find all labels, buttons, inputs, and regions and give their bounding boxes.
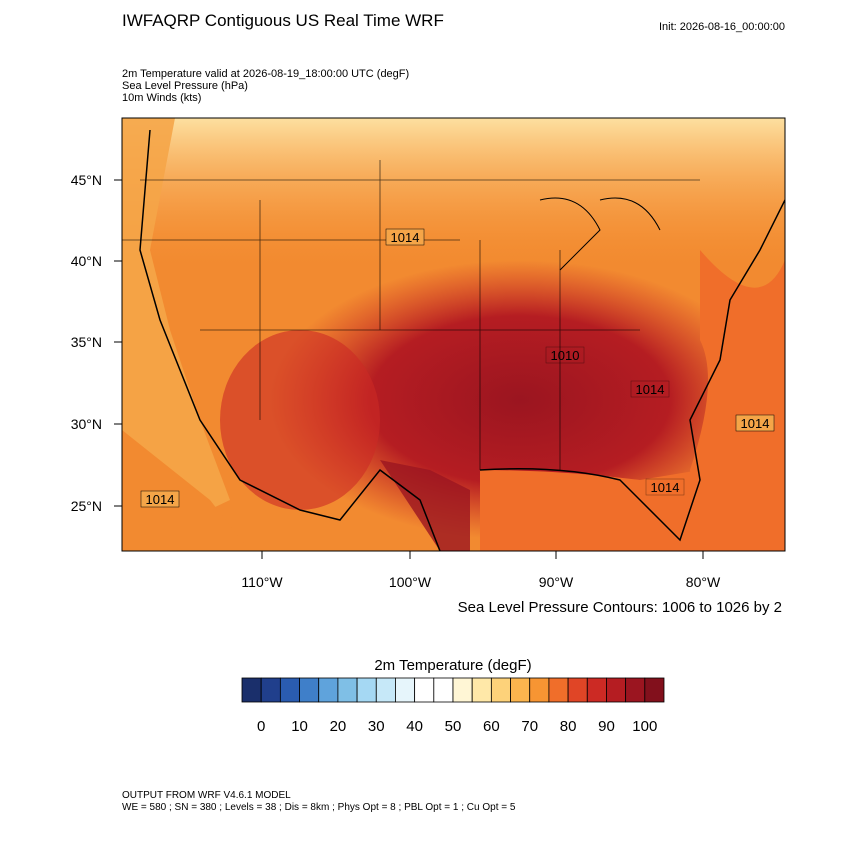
colorbar-tick-label: 20: [330, 718, 347, 735]
colorbar-tick-label: 80: [560, 718, 577, 735]
contour-label-box: [735, 414, 775, 432]
field-label: 10m Winds (kts): [122, 92, 201, 104]
colorbar-box: [299, 677, 320, 703]
colorbar-box: [567, 677, 588, 703]
colorbar-tick-label: 100: [632, 718, 657, 735]
contour-note: Sea Level Pressure Contours: 1006 to 102…: [458, 599, 782, 616]
colorbar-box: [510, 677, 531, 703]
contour-label: 1014: [741, 416, 770, 431]
footer-line: WE = 580 ; SN = 380 ; Levels = 38 ; Dis …: [122, 802, 516, 813]
colorbar-box: [606, 677, 627, 703]
colorbar-box: [452, 677, 473, 703]
contour-label-box: [140, 490, 180, 508]
lat-tick-label: 25°N: [71, 498, 102, 514]
lat-tick-label: 45°N: [71, 172, 102, 188]
field-label: Sea Level Pressure (hPa): [122, 80, 248, 92]
colorbar-tick-label: 0: [257, 718, 265, 735]
field-label: 2m Temperature valid at 2026-08-19_18:00…: [122, 68, 409, 80]
colorbar-box: [375, 677, 396, 703]
contour-label: 1014: [146, 492, 175, 507]
contour-label: 1014: [391, 230, 420, 245]
colorbar-box: [644, 677, 665, 703]
title: IWFAQRP Contiguous US Real Time WRF: [122, 11, 444, 30]
contour-label-box: [385, 228, 425, 246]
colorbar-box: [241, 677, 262, 703]
colorbar-box: [433, 677, 454, 703]
lon-tick-label: 90°W: [539, 574, 574, 590]
contour-label: 1010: [551, 348, 580, 363]
colorbar-box: [586, 677, 607, 703]
colorbar-title: 2m Temperature (degF): [374, 657, 531, 674]
lon-tick-label: 100°W: [389, 574, 432, 590]
init-time: Init: 2026-08-16_00:00:00: [659, 21, 785, 33]
lat-tick-label: 40°N: [71, 253, 102, 269]
colorbar-tick-label: 50: [445, 718, 462, 735]
colorbar-box: [260, 677, 281, 703]
colorbar-tick-label: 90: [598, 718, 615, 735]
lat-tick-label: 35°N: [71, 334, 102, 350]
map: [122, 118, 785, 551]
lat-tick-label: 30°N: [71, 416, 102, 432]
colorbar-box: [414, 677, 435, 703]
colorbar-box: [490, 677, 511, 703]
colorbar-box: [356, 677, 377, 703]
lon-tick-label: 110°W: [241, 574, 283, 590]
colorbar-tick-label: 60: [483, 718, 500, 735]
contour-label: 1014: [651, 480, 680, 495]
colorbar-box: [529, 677, 550, 703]
colorbar-tick-label: 70: [521, 718, 538, 735]
footer-line: OUTPUT FROM WRF V4.6.1 MODEL: [122, 790, 291, 801]
colorbar-box: [318, 677, 339, 703]
colorbar-box: [548, 677, 569, 703]
colorbar-box: [471, 677, 492, 703]
colorbar-box: [279, 677, 300, 703]
contour-label-box: [630, 380, 670, 398]
map-frame: [121, 117, 786, 552]
colorbar-box: [395, 677, 416, 703]
colorbar-tick-label: 40: [406, 718, 423, 735]
contour-label-box: [545, 346, 585, 364]
lon-tick-label: 80°W: [686, 574, 721, 590]
colorbar-box: [625, 677, 646, 703]
colorbar-tick-label: 10: [291, 718, 308, 735]
colorbar-tick-label: 30: [368, 718, 385, 735]
contour-label-box: [645, 478, 685, 496]
contour-label: 1014: [636, 382, 665, 397]
colorbar-box: [337, 677, 358, 703]
